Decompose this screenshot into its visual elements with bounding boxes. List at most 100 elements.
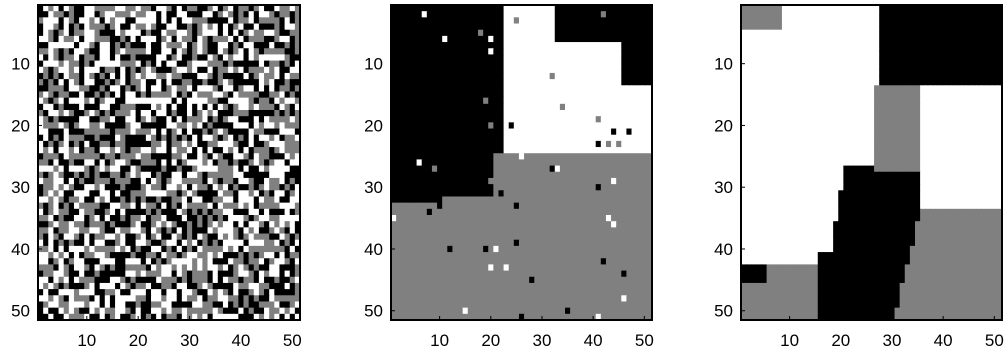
heatmap-cell [426, 233, 433, 241]
heatmap-cell [529, 159, 535, 167]
heatmap-cell [289, 221, 296, 228]
heatmap-cell [478, 140, 484, 148]
heatmap-cell [202, 233, 209, 241]
heatmap-cell [151, 177, 157, 185]
heatmap-cell [94, 239, 101, 247]
heatmap-cell [605, 171, 612, 179]
heatmap-cell [197, 165, 203, 173]
heatmap-cell [115, 307, 121, 315]
heatmap-cell [161, 239, 168, 247]
heatmap-cell [575, 42, 581, 49]
heatmap-cell [431, 282, 438, 290]
heatmap-cell [58, 239, 65, 247]
heatmap-cell [442, 54, 448, 62]
heatmap-cell [503, 245, 510, 253]
heatmap-cell [238, 245, 245, 253]
heatmap-cell [411, 289, 418, 296]
heatmap-cell [621, 42, 628, 49]
heatmap-cell [472, 196, 479, 204]
heatmap-cell [646, 215, 653, 222]
heatmap-cell [125, 215, 132, 222]
heatmap-cell [447, 60, 454, 68]
heatmap-cell [472, 110, 479, 117]
heatmap-cell [207, 295, 214, 303]
heatmap-cell [79, 159, 85, 167]
heatmap-cell [140, 116, 147, 123]
heatmap-cell [79, 110, 85, 117]
heatmap-cell [120, 258, 126, 266]
heatmap-cell [130, 233, 137, 241]
heatmap-cell [611, 91, 617, 99]
heatmap-cell [294, 110, 301, 117]
heatmap-cell [416, 184, 423, 191]
heatmap-cell [421, 54, 428, 62]
heatmap-cell [274, 91, 281, 99]
heatmap-cell [176, 97, 183, 105]
heatmap-cell [212, 54, 219, 62]
heatmap-cell [626, 252, 633, 259]
heatmap-cell [646, 276, 653, 284]
heatmap-cell [621, 103, 628, 111]
heatmap-cell [243, 184, 250, 191]
heatmap-cell [294, 134, 301, 142]
heatmap-cell [197, 110, 203, 117]
heatmap-cell [600, 54, 607, 62]
heatmap-cell [462, 147, 469, 154]
heatmap-cell [115, 252, 121, 259]
heatmap-cell [258, 177, 265, 185]
heatmap-cell [115, 17, 121, 25]
heatmap-cell [636, 171, 643, 179]
heatmap-cell [269, 103, 275, 111]
heatmap-cell [269, 171, 275, 179]
heatmap-cell [401, 215, 407, 222]
heatmap-cell [478, 270, 484, 278]
heatmap-cell [529, 270, 535, 278]
heatmap-cell [53, 190, 60, 198]
heatmap-cell [63, 11, 70, 18]
heatmap-cell [503, 17, 510, 25]
heatmap-cell [274, 270, 281, 278]
heatmap-cell [222, 48, 229, 56]
heatmap-cell [605, 159, 612, 167]
heatmap-cell [570, 233, 576, 241]
heatmap-cell [135, 215, 142, 222]
heatmap-cell [447, 289, 454, 296]
heatmap-cell [171, 103, 178, 111]
heatmap-cell [595, 264, 602, 272]
heatmap-cell [186, 258, 193, 266]
heatmap-cell [442, 103, 448, 111]
heatmap-cell [279, 196, 286, 204]
heatmap-cell [406, 221, 413, 228]
heatmap-cell [248, 122, 255, 130]
heatmap-cell [279, 79, 286, 86]
heatmap-cell [529, 5, 535, 12]
heatmap-cell [447, 128, 454, 136]
heatmap-cell [94, 270, 101, 278]
heatmap-cell [140, 307, 147, 315]
heatmap-cell [590, 17, 597, 25]
heatmap-cell [73, 29, 80, 37]
heatmap-cell [120, 85, 126, 93]
heatmap-cell [565, 97, 571, 105]
heatmap-cell [192, 66, 198, 74]
heatmap-cell [202, 301, 209, 309]
heatmap-cell [171, 184, 178, 191]
heatmap-cell [151, 171, 157, 179]
heatmap-cell [549, 221, 556, 228]
heatmap-cell [202, 128, 209, 136]
heatmap-cell [161, 79, 168, 86]
heatmap-cell [253, 190, 260, 198]
heatmap-cell [539, 97, 546, 105]
heatmap-cell [79, 66, 85, 74]
heatmap-cell [621, 97, 628, 105]
heatmap-cell [391, 5, 397, 12]
heatmap-cell [48, 79, 55, 86]
heatmap-cell [166, 103, 173, 111]
heatmap-cell [534, 252, 541, 259]
heatmap-cell [99, 35, 106, 43]
heatmap-cell [104, 23, 111, 31]
heatmap-cell [421, 177, 428, 185]
heatmap-cell [462, 159, 469, 167]
heatmap-cell [217, 276, 224, 284]
heatmap-cell [605, 165, 612, 173]
